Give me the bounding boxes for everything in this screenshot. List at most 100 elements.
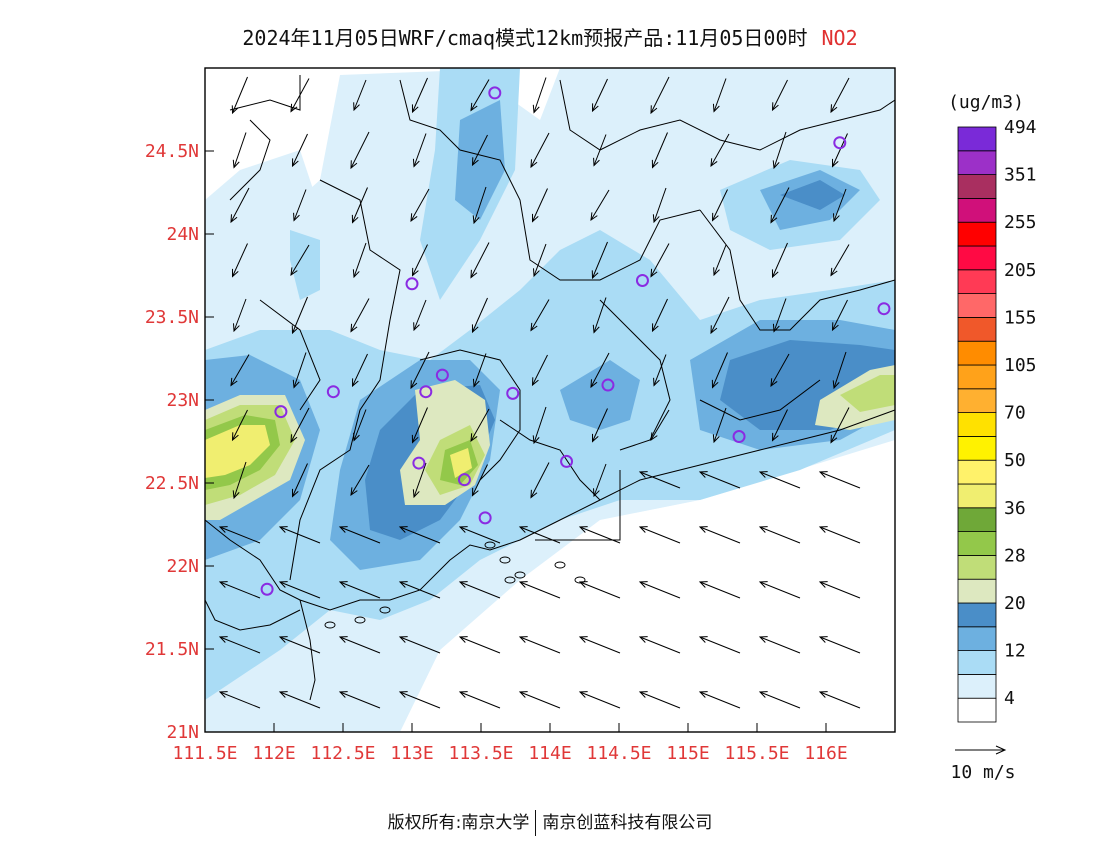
wind-arrow-13	[350, 131, 370, 169]
wind-arrow-49	[530, 299, 550, 331]
wind-arrow-48-head	[471, 324, 479, 334]
wind-arrow-63	[712, 352, 728, 388]
station-marker-12	[412, 456, 426, 470]
boundary-line-6	[289, 179, 401, 581]
chart-title: 2024年11月05日WRF/cmaq模式12km预报产品:11月05日00时 N…	[0, 22, 1100, 51]
wind-reference: 10 m/s	[950, 745, 1016, 783]
wind-arrow-77	[233, 461, 247, 499]
wind-arrow-0-head	[231, 105, 239, 115]
wind-arrow-26-head	[472, 215, 480, 225]
wind-arrow-14	[413, 133, 427, 167]
wind-arrow-99-head	[218, 581, 228, 588]
wind-arrow-100-head	[278, 581, 288, 588]
wind-arrow-10	[830, 77, 850, 113]
colorbar-label-8: 155	[1004, 307, 1037, 328]
wind-arrow-119	[759, 636, 801, 654]
wind-arrow-47	[413, 299, 427, 331]
wind-arrow-125-head	[458, 691, 468, 698]
wind-arrow-53-head	[772, 323, 780, 333]
wind-arrow-71	[533, 406, 547, 444]
wind-arrow-92-head	[458, 526, 468, 533]
wind-arrow-122-head	[278, 691, 288, 698]
wind-arrow-111	[279, 636, 321, 654]
wind-arrow-80-head	[412, 489, 420, 499]
wind-arrow-39	[592, 241, 608, 279]
wind-arrow-105-head	[578, 581, 588, 588]
copyright-footer: 版权所有:南京大学 南京创蓝科技有限公司	[0, 808, 1100, 836]
colorbar-bin-4	[957, 602, 997, 628]
wind-arrow-79-head	[350, 487, 358, 497]
wind-arrow-51-head	[651, 323, 659, 333]
wind-arrow-3	[412, 77, 428, 113]
wind-arrow-73-head	[650, 432, 658, 442]
colorbar-label-4: 36	[1004, 498, 1026, 519]
wind-arrow-55-head	[230, 377, 238, 387]
wind-arrow-97-head	[758, 526, 768, 533]
wind-arrow-115	[519, 636, 561, 654]
wind-arrow-71-head	[532, 435, 540, 445]
field-contour-yl-24	[450, 448, 472, 478]
wind-arrow-80	[413, 462, 427, 498]
wind-arrow-128	[639, 691, 681, 709]
wind-arrow-64	[770, 353, 790, 387]
wind-arrow-60-head	[531, 377, 539, 387]
wind-arrow-40-head	[650, 268, 658, 278]
wind-arrow-34-head	[290, 267, 298, 277]
wind-arrow-30-head	[711, 212, 719, 222]
y-tick-label-6: 24N	[166, 224, 199, 245]
field-contour-mb-8	[560, 360, 640, 430]
wind-arrow-128-head	[638, 691, 648, 698]
wind-arrow-54	[832, 299, 848, 331]
wind-arrow-121	[219, 691, 261, 709]
wind-arrow-83-head	[593, 488, 600, 498]
wind-arrow-39-head	[591, 270, 599, 280]
wind-arrow-60	[532, 354, 548, 386]
colorbar-bin-19	[957, 245, 997, 271]
wind-arrow-22	[230, 187, 250, 223]
colorbar-bin-10	[957, 459, 997, 485]
wind-arrow-46	[350, 298, 370, 332]
wind-arrow-20	[773, 131, 787, 169]
station-marker-16	[260, 582, 274, 596]
station-marker-7	[419, 385, 433, 399]
wind-vectors	[218, 76, 861, 709]
boundary-line-11	[419, 349, 521, 481]
wind-arrow-98	[819, 526, 861, 544]
wind-arrow-72-head	[591, 433, 599, 443]
wind-arrow-10-head	[830, 104, 838, 114]
y-tick-label-0: 21N	[166, 722, 199, 743]
wind-arrow-100	[279, 581, 321, 599]
wind-arrow-115-head	[518, 636, 528, 643]
wind-arrow-47-head	[413, 322, 420, 332]
footer-right: 南京创蓝科技有限公司	[542, 813, 713, 833]
wind-arrow-31-head	[770, 214, 778, 224]
wind-arrow-48	[472, 297, 488, 333]
island-0	[484, 541, 496, 549]
wind-arrow-50-head	[592, 324, 600, 334]
wind-arrow-52	[710, 296, 730, 334]
wind-arrow-15-head	[471, 157, 479, 167]
wind-arrow-111-head	[278, 636, 288, 643]
wind-arrow-6	[592, 78, 608, 112]
wind-arrow-41-head	[713, 267, 720, 277]
colorbar-bin-16	[957, 316, 997, 342]
wind-arrow-101	[339, 581, 381, 599]
station-marker-13	[457, 473, 471, 487]
wind-arrow-43	[830, 244, 850, 276]
colorbar-bin-3	[957, 626, 997, 651]
wind-arrow-36	[412, 244, 428, 276]
wind-arrow-25-head	[410, 213, 418, 223]
wind-arrow-74	[713, 407, 727, 443]
wind-arrow-86	[759, 471, 801, 489]
wind-arrow-28-head	[590, 212, 598, 222]
colorbar-bin-15	[957, 340, 997, 366]
wind-arrow-82	[530, 462, 550, 498]
wind-arrow-16	[530, 132, 550, 168]
wind-arrow-35	[353, 242, 367, 278]
wind-arrow-82-head	[530, 489, 538, 499]
footer-left: 版权所有:南京大学	[387, 813, 530, 833]
wind-arrow-73	[650, 409, 670, 441]
colorbar-label-1: 12	[1004, 641, 1026, 662]
wind-arrow-118	[699, 636, 741, 654]
field-contour-db-14	[780, 180, 845, 210]
